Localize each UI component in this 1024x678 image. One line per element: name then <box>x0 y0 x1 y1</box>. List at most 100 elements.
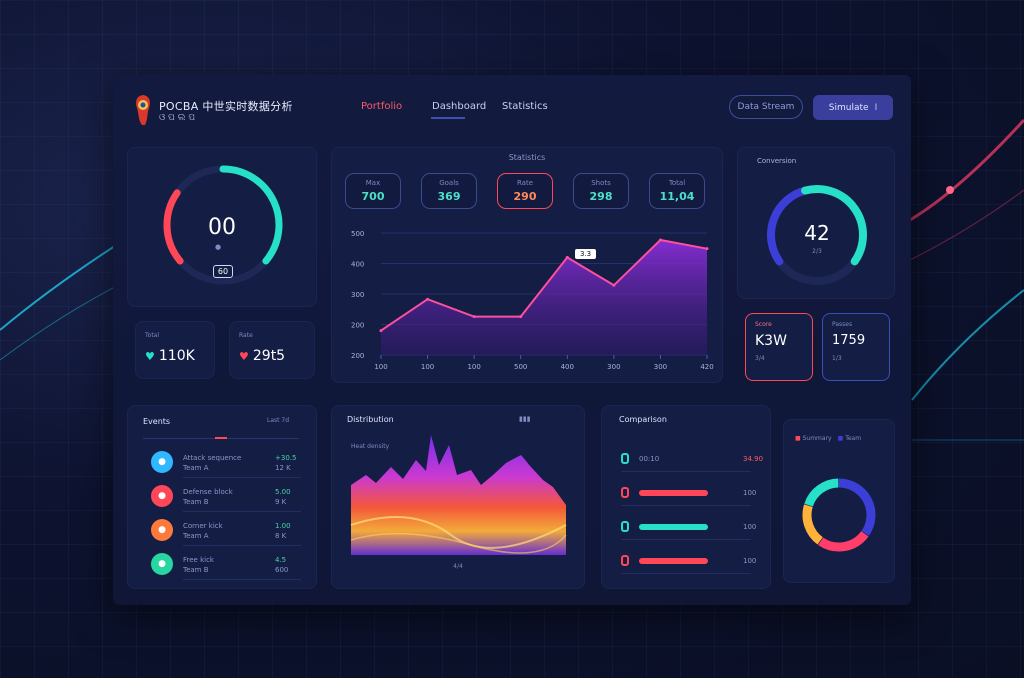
list-item[interactable]: ● Defense block Team B 5.00 9 K <box>127 485 317 515</box>
chart-point[interactable] <box>379 329 383 333</box>
event-sub-value: 8 K <box>275 532 287 540</box>
gauge-right-unit: 2/3 <box>812 248 822 255</box>
score-card[interactable]: Score K3W 3/4 <box>745 313 813 381</box>
stat-chip-value: 11,04 <box>659 190 695 203</box>
gauge-right-title: Conversion <box>757 157 797 165</box>
trophy-icon <box>136 95 150 125</box>
lock-icon <box>621 487 629 498</box>
gauge-left <box>163 165 283 285</box>
stat-chip[interactable]: Total 11,04 <box>649 173 705 209</box>
legend-summary: ■ Summary <box>795 435 832 442</box>
chart-point[interactable] <box>658 238 662 242</box>
data-stream-button[interactable]: Data Stream <box>729 95 803 119</box>
chart-point[interactable] <box>612 283 616 287</box>
chart-point[interactable] <box>426 297 430 301</box>
donut-slice[interactable] <box>818 530 869 552</box>
y-tick-label: 300 <box>351 291 364 299</box>
comparison-row[interactable]: 100 <box>601 483 771 506</box>
event-value: +30.5 <box>275 454 297 462</box>
comparison-row[interactable]: 00:10 34.90 <box>601 449 771 472</box>
list-item[interactable]: ● Corner kick Team A 1.00 8 K <box>127 519 317 549</box>
gauge-left-caption: ● <box>215 243 222 251</box>
stat-chip[interactable]: Goals 369 <box>421 173 477 209</box>
x-tick-label: 500 <box>514 363 527 371</box>
event-title: Corner kick <box>183 522 223 530</box>
donut-slice[interactable] <box>804 478 839 507</box>
stat-chip-value: 298 <box>589 190 613 203</box>
comparison-panel: Comparison 00:10 34.90 100 100 100 <box>601 405 771 589</box>
stat-card-rate-value: 29t5 <box>252 348 286 364</box>
chart-point[interactable] <box>705 247 709 251</box>
divider <box>621 573 751 574</box>
divider <box>183 511 301 512</box>
stat-chip[interactable]: Rate 290 <box>497 173 553 209</box>
simulate-button[interactable]: Simulate I <box>813 95 893 120</box>
comparison-value: 100 <box>743 523 757 531</box>
divider <box>621 505 751 506</box>
app-logo[interactable]: POCBA 中世实时数据分析 ଓ ପ ଲ ପ <box>133 94 313 128</box>
comparison-row[interactable]: 100 <box>601 517 771 540</box>
heatmap-panel: Distribution Heat density ▮▮▮ 4/4 <box>331 405 585 589</box>
legend-team: ■ Team <box>837 435 862 442</box>
event-sub-value: 9 K <box>275 498 287 506</box>
event-icon: ● <box>151 553 173 575</box>
event-value: 4.5 <box>275 556 287 564</box>
score-card-label: Score <box>755 321 772 328</box>
donut-slice[interactable] <box>838 478 876 536</box>
nav-portfolio[interactable]: Portfolio <box>361 101 403 112</box>
stat-card-total[interactable]: Total ♥ 110K <box>135 321 215 379</box>
stat-chip-label: Total <box>668 179 686 187</box>
stat-chip-label: Shots <box>591 179 611 187</box>
stat-chip-value: 290 <box>513 190 537 203</box>
gauge-left-badge: 60 <box>213 265 233 278</box>
stat-chip[interactable]: Max 700 <box>345 173 401 209</box>
comparison-value: 34.90 <box>743 455 764 463</box>
y-tick-label: 200 <box>351 352 364 360</box>
nav-active-underline <box>431 117 465 119</box>
chart-point[interactable] <box>472 315 476 319</box>
chart-tooltip: 3.3 <box>575 249 597 259</box>
heart-icon: ♥ <box>239 349 249 363</box>
app-title: POCBA 中世实时数据分析 <box>159 100 293 113</box>
divider <box>183 477 301 478</box>
comparison-panel-title: Comparison <box>619 415 667 424</box>
gauge-card-right: Conversion 42 2/3 <box>737 147 895 299</box>
passes-card[interactable]: Passes 1759 1/3 <box>822 313 890 381</box>
stat-card-rate-label: Rate <box>239 332 253 339</box>
stat-card-total-value: 110K <box>158 348 195 364</box>
gauge-right <box>767 185 867 285</box>
chart-point[interactable] <box>519 315 523 319</box>
cursor-icon: I <box>874 102 878 113</box>
stat-chip[interactable]: Shots 298 <box>573 173 629 209</box>
stat-chip-label: Goals <box>439 179 459 187</box>
list-item[interactable]: ● Free kick Team B 4.5 600 <box>127 553 317 583</box>
bar-chart-icon[interactable]: ▮▮▮ <box>519 415 531 423</box>
gauge-card-left: 00 ● 60 <box>127 147 317 307</box>
donut-chart <box>802 478 876 552</box>
y-tick-label: 200 <box>351 322 364 330</box>
stat-card-rate[interactable]: Rate ♥ 29t5 <box>229 321 315 379</box>
chart-point[interactable] <box>565 255 569 259</box>
x-tick-label: 300 <box>607 363 620 371</box>
heart-icon: ♥ <box>145 349 155 363</box>
x-tick-label: 400 <box>561 363 574 371</box>
divider <box>183 579 301 580</box>
event-title: Free kick <box>183 556 214 564</box>
comparison-bar <box>639 490 708 496</box>
events-panel-meta: Last 7d <box>267 417 290 424</box>
nav-statistics[interactable]: Statistics <box>502 101 548 112</box>
donut-slice[interactable] <box>802 504 824 545</box>
lock-icon <box>621 555 629 566</box>
event-sub: Team A <box>183 464 209 472</box>
chart-series-line <box>380 238 708 332</box>
divider <box>621 471 751 472</box>
x-tick-label: 100 <box>467 363 480 371</box>
event-sub: Team B <box>183 566 209 574</box>
score-card-value: K3W <box>755 333 787 349</box>
x-tick-label: 100 <box>421 363 434 371</box>
comparison-row[interactable]: 100 <box>601 551 771 574</box>
list-item[interactable]: ● Attack sequence Team A +30.5 12 K <box>127 451 317 481</box>
stat-card-total-label: Total <box>145 332 160 339</box>
nav-dashboard[interactable]: Dashboard <box>432 101 487 112</box>
events-panel: Events Last 7d ● Attack sequence Team A +30… <box>127 405 317 589</box>
